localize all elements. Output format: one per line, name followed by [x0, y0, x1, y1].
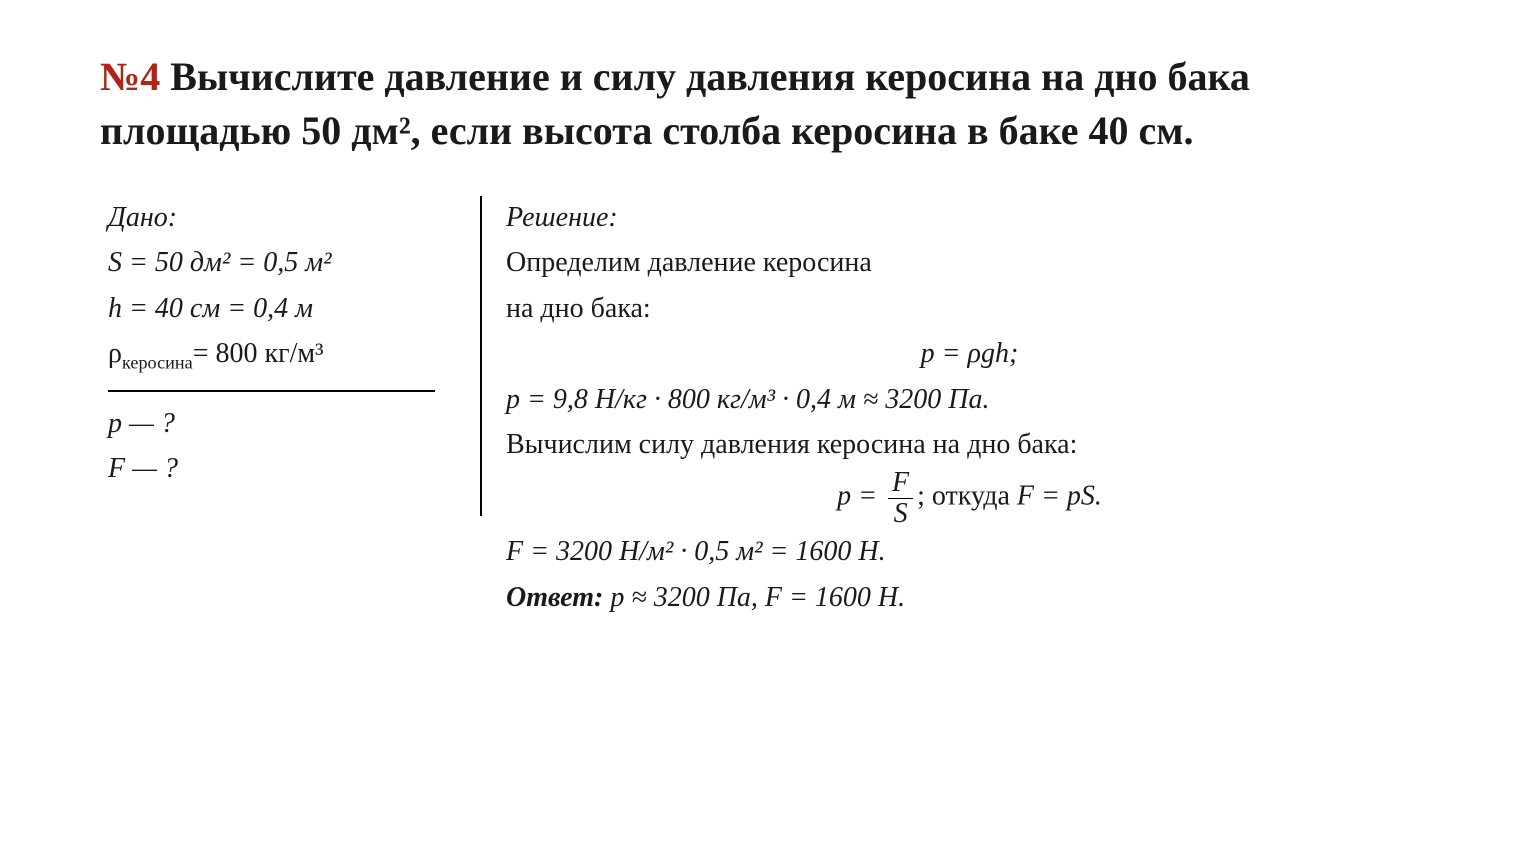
given-height: h = 40 см = 0,4 м: [108, 287, 480, 330]
calc-force: F = 3200 Н/м² · 0,5 м² = 1600 Н.: [506, 530, 1433, 573]
problem-title: №4 Вычислите давление и силу давления ке…: [100, 50, 1433, 158]
given-separator: [108, 390, 435, 392]
find-pressure: p — ?: [108, 402, 480, 445]
problem-statement: Вычислите давление и силу давления керос…: [100, 54, 1250, 153]
problem-body: Дано: S = 50 дм² = 0,5 м² h = 40 см = 0,…: [100, 196, 1433, 619]
solution-heading: Решение:: [506, 196, 1433, 239]
formula-pressure: p = ρgh;: [506, 332, 1433, 375]
physics-problem-slide: №4 Вычислите давление и силу давления ке…: [0, 0, 1533, 659]
calc-pressure: p = 9,8 Н/кг · 800 кг/м³ · 0,4 м ≈ 3200 …: [506, 378, 1433, 421]
solution-force-intro: Вычислим силу давления керосина на дно б…: [506, 423, 1433, 466]
vertical-separator: [480, 196, 482, 516]
solution-intro-2: на дно бака:: [506, 287, 1433, 330]
find-force: F — ?: [108, 447, 480, 490]
formula-force: p = FS; откуда F = pS.: [506, 468, 1433, 528]
given-column: Дано: S = 50 дм² = 0,5 м² h = 40 см = 0,…: [100, 196, 480, 619]
solution-column: Решение: Определим давление керосина на …: [506, 196, 1433, 619]
solution-intro-1: Определим давление керосина: [506, 241, 1433, 284]
given-heading: Дано:: [108, 196, 480, 239]
given-area: S = 50 дм² = 0,5 м²: [108, 241, 480, 284]
answer-line: Ответ: p ≈ 3200 Па, F = 1600 Н.: [506, 576, 1433, 619]
problem-number: №4: [100, 54, 160, 99]
given-density: ρкеросина= 800 кг/м³: [108, 332, 480, 375]
